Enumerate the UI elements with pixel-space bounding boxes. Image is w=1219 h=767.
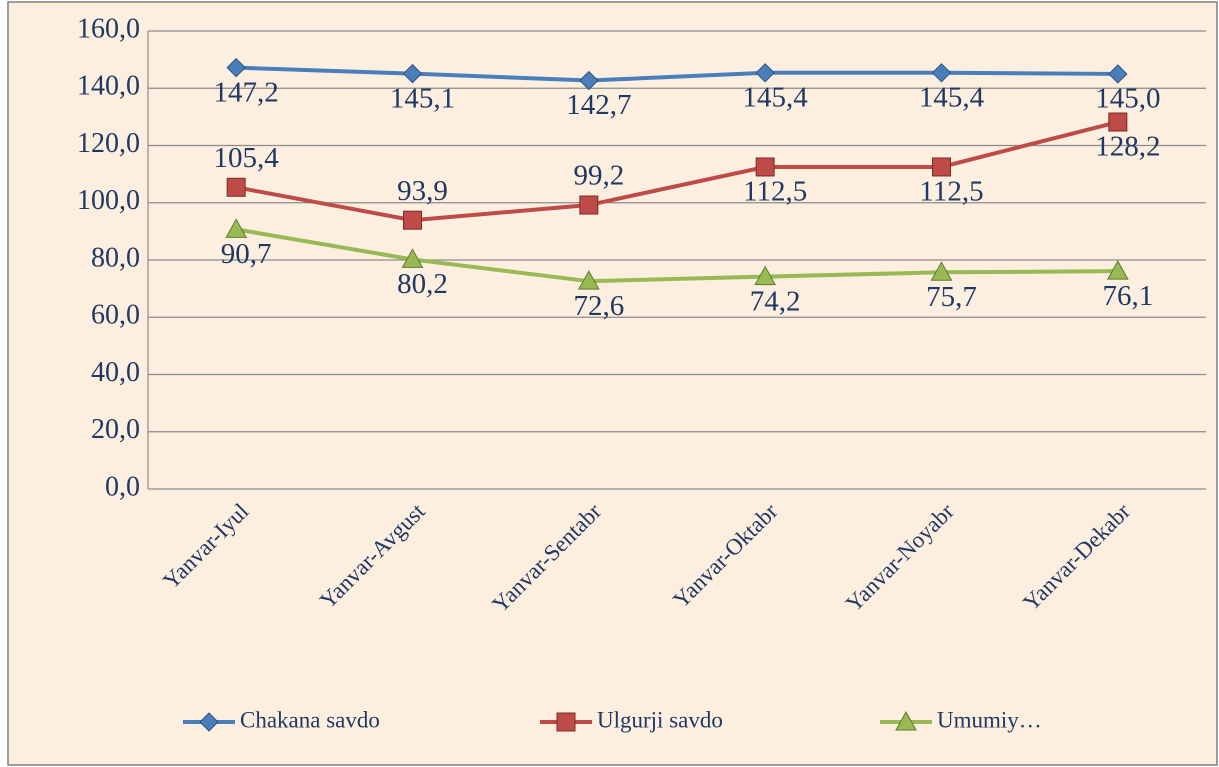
- y-tick-label: 40,0: [91, 357, 140, 388]
- data-label: 76,1: [1102, 280, 1153, 312]
- data-label: 99,2: [573, 160, 624, 192]
- y-tick-label: 160,0: [77, 13, 140, 44]
- legend-label: Ulgurji savdo: [597, 707, 723, 732]
- data-label: 145,4: [743, 81, 809, 113]
- marker: [579, 70, 599, 91]
- data-label: 90,7: [221, 238, 272, 270]
- marker: [1108, 64, 1128, 84]
- marker: [226, 57, 246, 78]
- data-label: 72,6: [573, 290, 624, 322]
- marker: [199, 712, 219, 732]
- marker: [403, 210, 422, 230]
- marker: [895, 710, 917, 731]
- y-tick-label: 100,0: [77, 185, 140, 216]
- y-tick-label: 0,0: [105, 471, 140, 502]
- data-label: 74,2: [750, 285, 801, 317]
- data-label: 112,5: [743, 176, 807, 208]
- data-label: 142,7: [566, 89, 631, 121]
- y-tick-label: 20,0: [91, 414, 140, 445]
- data-label: 128,2: [1095, 131, 1160, 163]
- marker: [226, 177, 246, 197]
- marker: [401, 248, 424, 268]
- series-line: [235, 227, 1118, 284]
- marker: [225, 218, 248, 238]
- marker: [754, 265, 777, 286]
- marker: [577, 270, 600, 290]
- marker: [556, 712, 576, 732]
- chart-background: [7, 1, 1218, 766]
- y-tick-label: 80,0: [91, 242, 140, 273]
- data-label: 145,0: [1095, 83, 1160, 115]
- series-line: [236, 65, 1118, 83]
- legend-label: Chakana savdo: [240, 707, 380, 732]
- marker: [579, 195, 599, 215]
- y-tick-label: 140,0: [77, 71, 140, 102]
- data-label: 112,5: [919, 176, 983, 208]
- data-label: 75,7: [926, 281, 977, 313]
- marker: [755, 157, 775, 177]
- data-label: 145,1: [390, 82, 455, 114]
- marker: [1108, 112, 1128, 132]
- data-label: 80,2: [397, 268, 448, 300]
- y-tick-label: 60,0: [91, 300, 140, 331]
- legend-label: Umumiy…: [937, 707, 1042, 732]
- marker: [932, 157, 951, 177]
- series-line: [235, 120, 1119, 223]
- marker: [402, 63, 423, 84]
- marker: [931, 63, 952, 83]
- marker: [930, 261, 953, 281]
- marker: [755, 63, 775, 83]
- data-label: 105,4: [214, 142, 280, 174]
- data-label: 147,2: [214, 76, 279, 108]
- marker: [1106, 260, 1129, 280]
- data-label: 145,4: [919, 81, 985, 113]
- y-tick-label: 120,0: [77, 128, 140, 159]
- data-label: 93,9: [397, 175, 448, 207]
